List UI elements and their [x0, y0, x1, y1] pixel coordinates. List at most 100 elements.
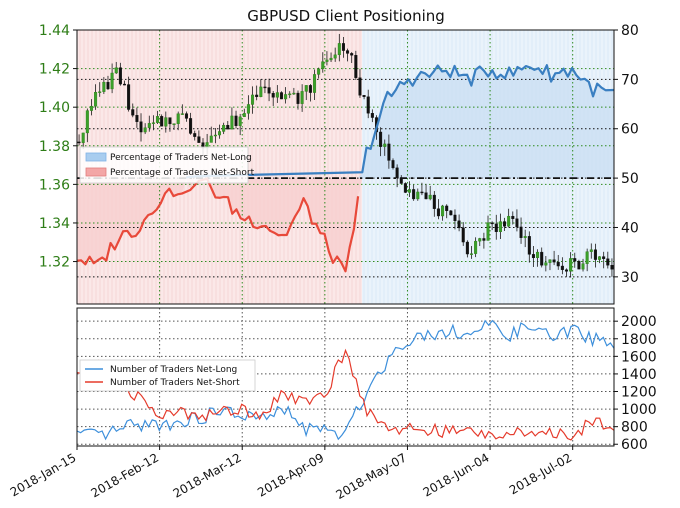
candle-body	[585, 251, 589, 264]
candlestick	[259, 79, 263, 98]
candlestick	[432, 191, 436, 217]
candlestick	[486, 215, 490, 241]
candlestick	[156, 110, 160, 124]
candlestick	[379, 127, 383, 157]
candle-body	[362, 95, 366, 97]
legend-label-count-net-long: Number of Traders Net-Long	[110, 365, 237, 375]
candlestick	[585, 248, 589, 272]
candlestick	[515, 209, 519, 232]
candle-body	[110, 72, 114, 90]
candle-body	[449, 210, 453, 216]
candle-body	[379, 131, 383, 147]
candlestick	[453, 209, 457, 230]
candlestick	[478, 237, 482, 247]
candlestick	[313, 69, 317, 101]
net-short-percentage-line	[76, 177, 360, 273]
price-axis: 1.32 1.34 1.36 1.38 1.40 1.42 1.44	[39, 23, 77, 271]
candlestick	[226, 121, 230, 130]
candlestick	[255, 85, 259, 101]
count-tick-label: 600	[621, 437, 648, 453]
candlestick	[387, 134, 391, 169]
candlestick	[366, 89, 370, 119]
candlestick	[416, 188, 420, 201]
candlestick	[106, 75, 110, 91]
candle-body	[296, 92, 300, 104]
candle-body	[453, 214, 457, 222]
count-tick-label: 800	[621, 420, 648, 436]
candle-body	[127, 84, 131, 110]
candlestick	[602, 251, 606, 269]
candle-body	[577, 261, 581, 270]
candlestick	[445, 204, 449, 219]
candle-body	[135, 115, 139, 122]
legend-swatch-net-short	[85, 167, 107, 177]
candlestick	[172, 123, 176, 130]
date-tick-label: 2018-Jun-04	[421, 450, 492, 499]
candlestick	[213, 128, 217, 144]
candle-body	[329, 57, 333, 61]
candle-body	[337, 43, 341, 56]
candle-body	[531, 254, 535, 259]
candle-body	[333, 54, 337, 59]
candle-body	[527, 236, 531, 255]
candle-body	[147, 123, 151, 128]
candlestick	[395, 164, 399, 188]
candlestick	[469, 246, 473, 259]
candle-body	[251, 94, 255, 105]
candlestick	[176, 111, 180, 131]
candle-body	[267, 87, 271, 94]
candlestick	[118, 62, 122, 86]
date-tick-label: 2018-Mar-12	[171, 450, 244, 500]
candle-body	[180, 113, 184, 115]
legend-top-box	[79, 146, 249, 184]
candlestick	[598, 256, 602, 264]
candle-body	[77, 141, 81, 144]
candlestick	[482, 232, 486, 249]
price-panel-frame	[76, 29, 615, 305]
price-tick-label: 1.42	[39, 62, 70, 78]
candle-body	[408, 189, 412, 193]
candlesticks	[77, 33, 614, 278]
candlestick	[527, 231, 531, 263]
price-tick-label: 1.38	[39, 139, 70, 155]
candlestick	[193, 130, 197, 141]
candlestick	[519, 217, 523, 244]
candle-body	[263, 86, 267, 89]
price-tick-label: 1.40	[39, 100, 70, 116]
candle-body	[581, 263, 585, 270]
candlestick	[577, 259, 581, 270]
legend-label-count-net-short: Number of Traders Net-Short	[110, 378, 240, 388]
candle-body	[189, 118, 193, 134]
candle-body	[482, 238, 486, 241]
candlestick	[135, 107, 139, 128]
candle-body	[598, 256, 602, 260]
candle-body	[218, 131, 222, 136]
candle-body	[403, 183, 407, 193]
candle-body	[536, 251, 540, 259]
candle-body	[275, 92, 279, 98]
candlestick	[531, 245, 535, 268]
candle-body	[284, 94, 288, 100]
candle-body	[486, 222, 490, 241]
candle-body	[548, 259, 552, 263]
candlestick	[296, 90, 300, 110]
candle-body	[242, 113, 246, 118]
candle-body	[160, 116, 164, 127]
candlestick	[139, 113, 143, 142]
candlestick	[569, 252, 573, 278]
candle-body	[209, 135, 213, 143]
candle-body	[259, 86, 263, 98]
candle-body	[540, 251, 544, 266]
candle-body	[606, 258, 610, 266]
percent-tick-label: 30	[621, 270, 639, 286]
candlestick	[362, 95, 366, 100]
candlestick	[424, 183, 428, 200]
candle-body	[420, 191, 424, 194]
candle-body	[197, 136, 201, 143]
candlestick	[127, 76, 131, 112]
candlestick	[189, 112, 193, 135]
candle-body	[589, 249, 593, 252]
candlestick	[457, 214, 461, 232]
candlestick	[279, 91, 283, 100]
